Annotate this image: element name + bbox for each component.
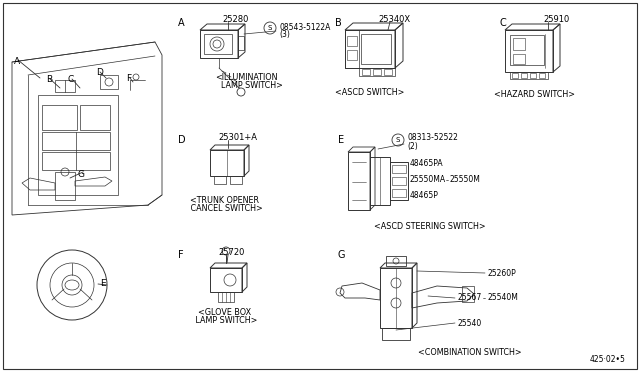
Text: <TRUNK OPENER: <TRUNK OPENER bbox=[191, 196, 259, 205]
Bar bbox=[370, 157, 390, 205]
Text: (2): (2) bbox=[407, 141, 418, 151]
Bar bbox=[238, 36, 244, 50]
Text: 425·02•5: 425·02•5 bbox=[589, 356, 625, 365]
Bar bbox=[362, 69, 370, 75]
Bar bbox=[521, 73, 527, 78]
Text: S: S bbox=[268, 25, 272, 31]
Text: <HAZARD SWITCH>: <HAZARD SWITCH> bbox=[495, 90, 575, 99]
Text: F: F bbox=[126, 74, 131, 83]
Bar bbox=[392, 177, 406, 185]
Text: LAMP SWITCH>: LAMP SWITCH> bbox=[221, 81, 283, 90]
Bar bbox=[204, 34, 232, 54]
Bar bbox=[230, 176, 242, 184]
Text: F: F bbox=[178, 250, 184, 260]
Bar bbox=[373, 69, 381, 75]
Bar bbox=[80, 105, 110, 130]
Text: 25340X: 25340X bbox=[378, 15, 410, 24]
Bar bbox=[510, 35, 544, 65]
Text: A: A bbox=[14, 57, 20, 66]
Text: E: E bbox=[338, 135, 344, 145]
Bar bbox=[210, 150, 244, 176]
Text: 25280: 25280 bbox=[222, 15, 248, 24]
Text: 08543-5122A: 08543-5122A bbox=[279, 22, 330, 32]
Bar bbox=[347, 50, 357, 60]
Bar bbox=[42, 152, 110, 170]
Bar bbox=[539, 73, 545, 78]
Text: 48465PA: 48465PA bbox=[410, 160, 444, 169]
Text: 25550MA: 25550MA bbox=[410, 176, 446, 185]
Bar bbox=[530, 73, 536, 78]
Text: (3): (3) bbox=[279, 31, 290, 39]
Text: C: C bbox=[68, 75, 74, 84]
Text: B: B bbox=[46, 75, 52, 84]
Text: 25540: 25540 bbox=[457, 318, 481, 327]
Text: CANCEL SWITCH>: CANCEL SWITCH> bbox=[188, 204, 262, 213]
Bar bbox=[55, 80, 75, 92]
Bar bbox=[390, 162, 408, 200]
Bar bbox=[361, 34, 391, 64]
Text: 25540M: 25540M bbox=[487, 294, 518, 302]
Text: 25910: 25910 bbox=[543, 15, 569, 24]
Text: 25260P: 25260P bbox=[487, 269, 516, 278]
Bar bbox=[462, 286, 474, 302]
Text: D: D bbox=[178, 135, 186, 145]
Bar bbox=[512, 73, 518, 78]
Text: <ILLUMINATION: <ILLUMINATION bbox=[215, 73, 278, 82]
Text: D: D bbox=[96, 68, 103, 77]
Text: G: G bbox=[338, 250, 346, 260]
Bar bbox=[392, 189, 406, 197]
Text: 25301+A: 25301+A bbox=[218, 133, 257, 142]
Bar bbox=[55, 172, 75, 200]
Bar bbox=[214, 176, 226, 184]
Bar bbox=[100, 75, 118, 89]
Text: 25567: 25567 bbox=[457, 294, 481, 302]
Bar bbox=[42, 132, 110, 150]
Bar bbox=[382, 328, 410, 340]
Bar bbox=[348, 152, 370, 210]
Bar bbox=[345, 30, 395, 68]
Text: A: A bbox=[178, 18, 184, 28]
Text: 48465P: 48465P bbox=[410, 192, 439, 201]
Bar bbox=[380, 268, 412, 328]
Bar bbox=[345, 30, 359, 68]
Text: <ASCD SWITCH>: <ASCD SWITCH> bbox=[335, 88, 404, 97]
Bar bbox=[505, 30, 553, 72]
Text: B: B bbox=[335, 18, 342, 28]
Bar bbox=[384, 69, 392, 75]
Bar bbox=[210, 268, 242, 292]
Bar bbox=[347, 36, 357, 46]
Bar bbox=[513, 54, 525, 64]
Text: S: S bbox=[396, 137, 400, 143]
Bar bbox=[386, 256, 406, 266]
Text: <ASCD STEERING SWITCH>: <ASCD STEERING SWITCH> bbox=[374, 222, 486, 231]
Text: 25720: 25720 bbox=[218, 248, 244, 257]
Text: 08313-52522: 08313-52522 bbox=[407, 134, 458, 142]
Text: <COMBINATION SWITCH>: <COMBINATION SWITCH> bbox=[418, 348, 522, 357]
Bar bbox=[38, 95, 118, 195]
Text: E: E bbox=[100, 279, 106, 288]
Text: 25550M: 25550M bbox=[450, 176, 481, 185]
Text: G: G bbox=[77, 170, 84, 179]
Text: C: C bbox=[500, 18, 507, 28]
Bar bbox=[42, 105, 77, 130]
Bar bbox=[200, 30, 238, 58]
Bar bbox=[392, 165, 406, 173]
Text: LAMP SWITCH>: LAMP SWITCH> bbox=[193, 316, 257, 325]
Text: <GLOVE BOX: <GLOVE BOX bbox=[198, 308, 252, 317]
Bar bbox=[513, 38, 525, 50]
